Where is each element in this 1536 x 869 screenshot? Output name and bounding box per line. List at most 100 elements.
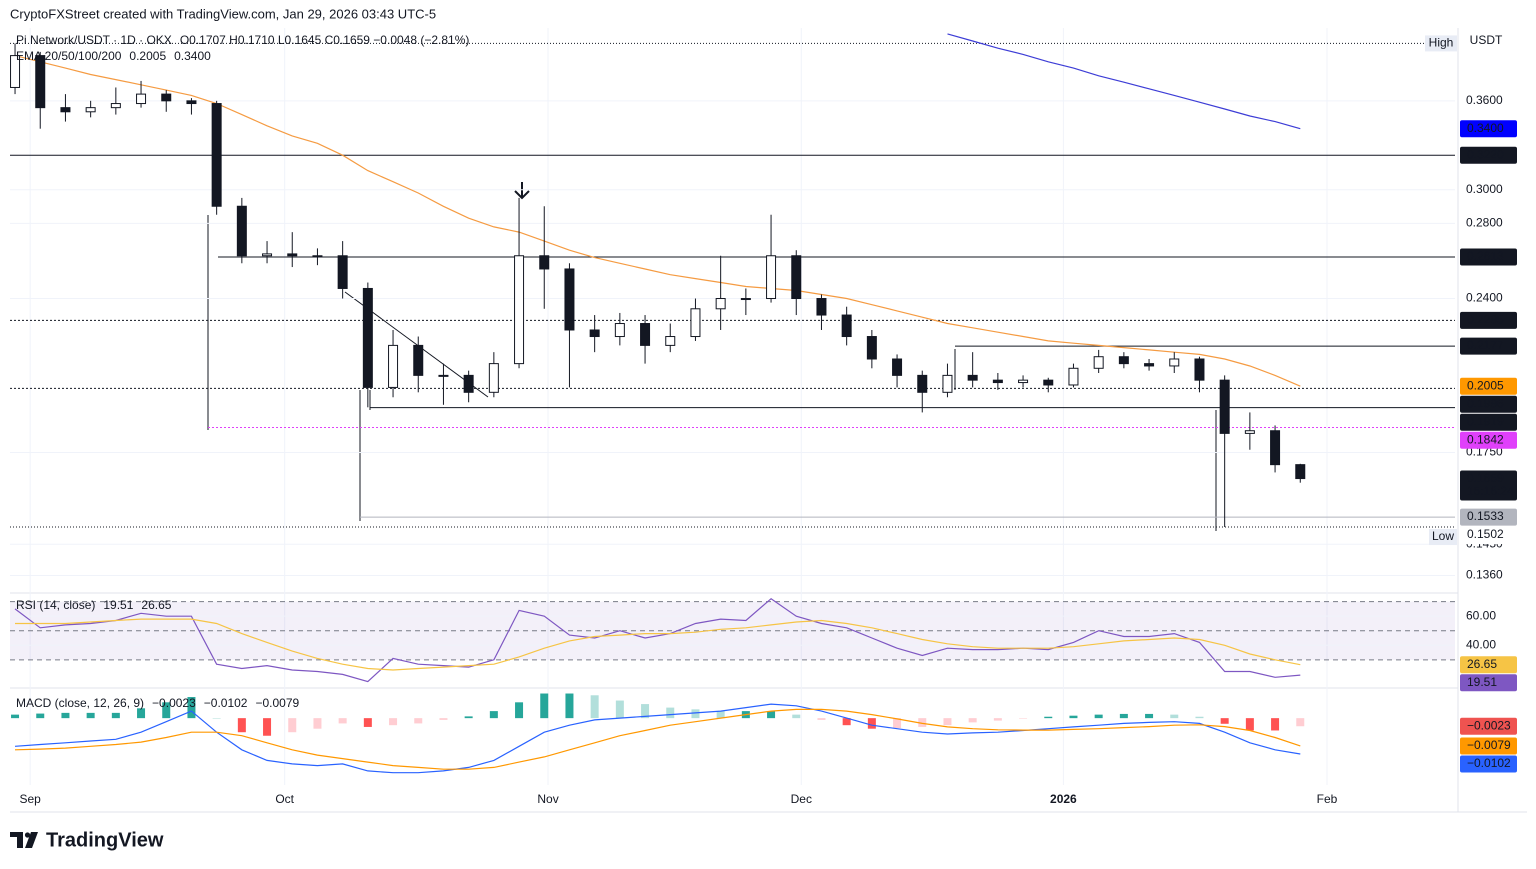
candle-body: [388, 344, 399, 388]
candle-body: [816, 298, 827, 316]
histogram-bar: [716, 711, 725, 719]
candle-body: [287, 253, 298, 257]
histogram-bar: [1245, 718, 1254, 731]
high-label: High: [1429, 36, 1454, 50]
histogram-bar: [943, 718, 952, 726]
y-tick-label: 0.3600: [1466, 93, 1503, 107]
candle-body: [715, 298, 726, 310]
candle-body: [463, 374, 474, 393]
histogram-bar: [540, 693, 549, 719]
candle-body: [1219, 379, 1230, 434]
legend-text: RSI (14, close): [16, 598, 95, 612]
candle-body: [337, 255, 348, 289]
histogram-bar: [691, 709, 700, 719]
histogram-bar: [1195, 716, 1204, 719]
histogram-bar: [187, 697, 196, 719]
candle-body: [766, 255, 777, 300]
histogram-bar: [338, 718, 347, 724]
price-tag-text: 0.3220: [1467, 147, 1504, 161]
price-tag-text: −0.0102: [1467, 756, 1511, 770]
price-tag: [1460, 755, 1517, 773]
price-unit: USDT: [1470, 33, 1503, 47]
price-tag: [1460, 470, 1517, 501]
histogram-bar: [666, 707, 675, 719]
candle-body: [665, 336, 676, 346]
histogram-bar: [363, 718, 372, 727]
logo-icon: [10, 832, 38, 848]
price-tag: [1460, 311, 1517, 329]
histogram-bar: [36, 713, 45, 719]
legend-text: −0.0102: [204, 696, 248, 710]
candle-body: [413, 344, 424, 376]
candle-body: [136, 93, 147, 105]
histogram-bar: [842, 718, 851, 726]
histogram-bar: [111, 712, 120, 719]
candle-body: [488, 363, 499, 393]
x-tick-label: Oct: [275, 792, 294, 806]
price-tag-text: −0.0079: [1467, 738, 1511, 752]
candle-body: [690, 308, 701, 338]
candle-body: [892, 358, 903, 376]
candle-body: [967, 374, 978, 381]
price-tag-text: 15:16:24: [1467, 484, 1514, 498]
histogram-bar: [263, 718, 272, 736]
candle-body: [110, 103, 121, 109]
histogram-bar: [1220, 718, 1229, 724]
histogram-bar: [288, 718, 297, 733]
series-line: [947, 33, 1301, 130]
candle-body: [186, 100, 197, 105]
series-line: [14, 597, 1301, 683]
legend-text: 0.3400: [174, 49, 211, 63]
price-tag-text: 0.1996: [1467, 396, 1504, 410]
x-tick-label: Sep: [19, 792, 41, 806]
legend-text: 26.65: [141, 598, 171, 612]
legend-text: −0.0023: [152, 696, 196, 710]
candle-body: [1194, 358, 1205, 381]
y-tick-label: 40.00: [1466, 637, 1496, 651]
candle-body: [1043, 379, 1054, 386]
price-tag: [1460, 508, 1517, 526]
candle-body: [312, 255, 323, 258]
logo-text: TradingView: [46, 829, 164, 851]
histogram-bar: [817, 718, 826, 720]
price-tag-text: 26.65: [1467, 657, 1497, 671]
candle-body: [564, 268, 575, 331]
histogram-bar: [867, 718, 876, 729]
price-tag: [1460, 674, 1517, 692]
price-tag-text: 19.51: [1467, 675, 1497, 689]
histogram-bar: [515, 702, 524, 719]
candle-body: [589, 329, 600, 338]
low-label-bg: [1429, 529, 1457, 546]
candle-body: [740, 298, 751, 301]
histogram-bar: [414, 718, 423, 724]
candle-body: [85, 107, 96, 113]
legend-text: Pi Network/USDT · 1D · OKX: [16, 33, 172, 47]
histogram-bar: [1069, 715, 1078, 719]
price-tag: [1459, 526, 1518, 545]
candle-body: [1068, 367, 1079, 386]
histogram-bar: [439, 718, 448, 720]
price-tag-text: 0.2177: [1467, 338, 1504, 352]
attribution: CryptoFXStreet created with TradingView.…: [10, 6, 436, 21]
histogram-bar: [565, 693, 574, 719]
candle-body: [1093, 356, 1104, 369]
candle-body: [362, 287, 373, 388]
candle-body: [614, 323, 625, 338]
candle-body: [438, 374, 449, 377]
price-tag-text: 0.1533: [1467, 509, 1504, 523]
histogram-bar: [968, 718, 977, 723]
legend-text: −0.0079: [255, 696, 299, 710]
candle-body: [1270, 430, 1281, 466]
candle-body: [35, 55, 46, 109]
price-tag-text: 0.3400: [1467, 121, 1504, 135]
histogram-bar: [590, 695, 599, 719]
legend-text: MACD (close, 12, 26, 9): [16, 696, 144, 710]
y-tick-label: 0.1360: [1466, 568, 1503, 582]
price-tag: [1460, 248, 1517, 266]
histogram-bar: [61, 712, 70, 719]
price-tag: [1460, 395, 1517, 413]
candle-body: [161, 93, 172, 102]
